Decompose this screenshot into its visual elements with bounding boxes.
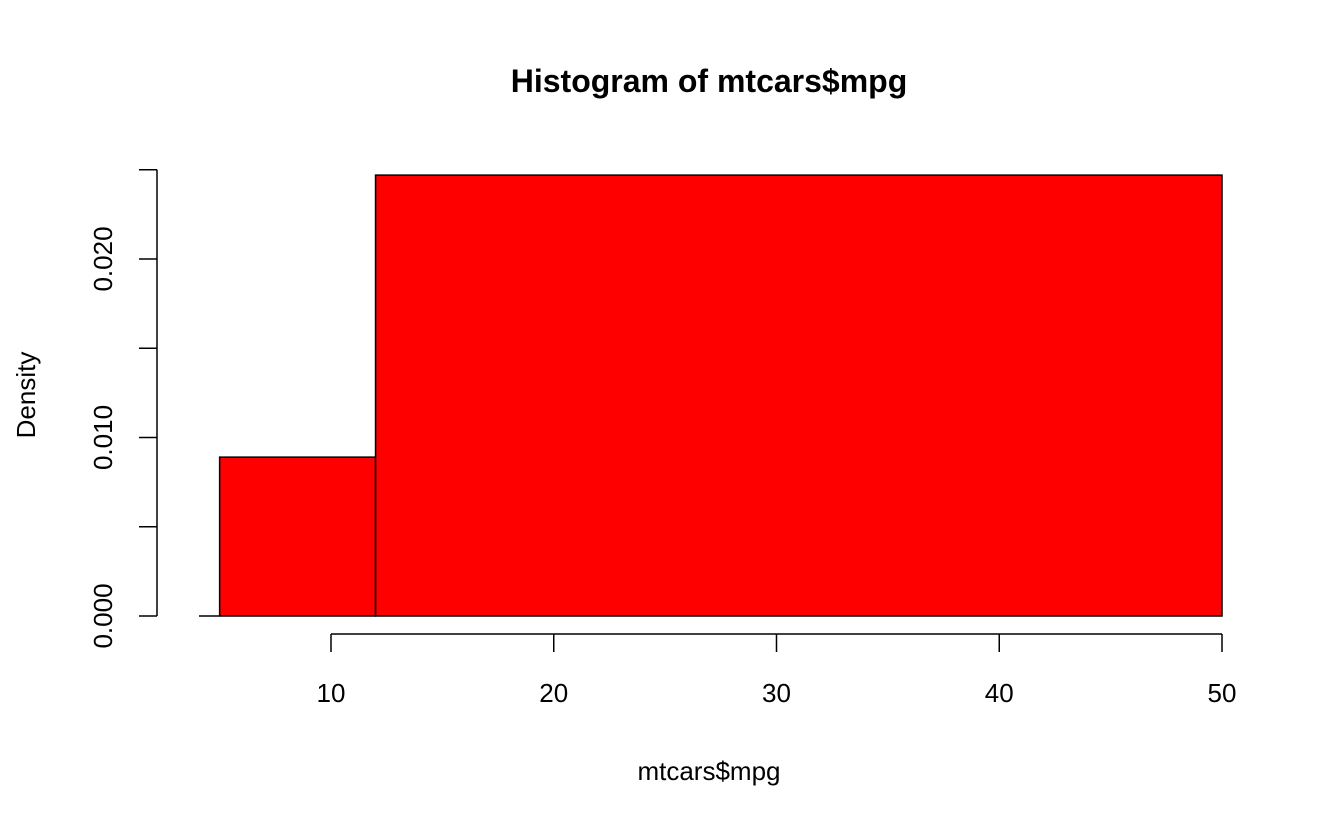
y-tick-label: 0.000 (88, 583, 118, 648)
histogram-bar-1 (374, 174, 1223, 617)
x-tick-label: 20 (539, 678, 568, 708)
x-tick-label: 50 (1208, 678, 1237, 708)
bars-group (199, 174, 1223, 617)
x-axis: 10 20 30 40 50 (317, 633, 1237, 708)
x-tick-label: 30 (762, 678, 791, 708)
y-axis-label: Density (11, 352, 41, 439)
x-tick-label: 40 (985, 678, 1014, 708)
x-axis-label: mtcars$mpg (637, 756, 780, 786)
chart-title: Histogram of mtcars$mpg (511, 63, 908, 99)
y-tick-label: 0.010 (88, 405, 118, 470)
y-tick-label: 0.020 (88, 226, 118, 291)
histogram-bar-0 (218, 456, 377, 617)
y-axis: 0.000 0.010 0.020 (88, 169, 158, 649)
x-tick-label: 10 (317, 678, 346, 708)
